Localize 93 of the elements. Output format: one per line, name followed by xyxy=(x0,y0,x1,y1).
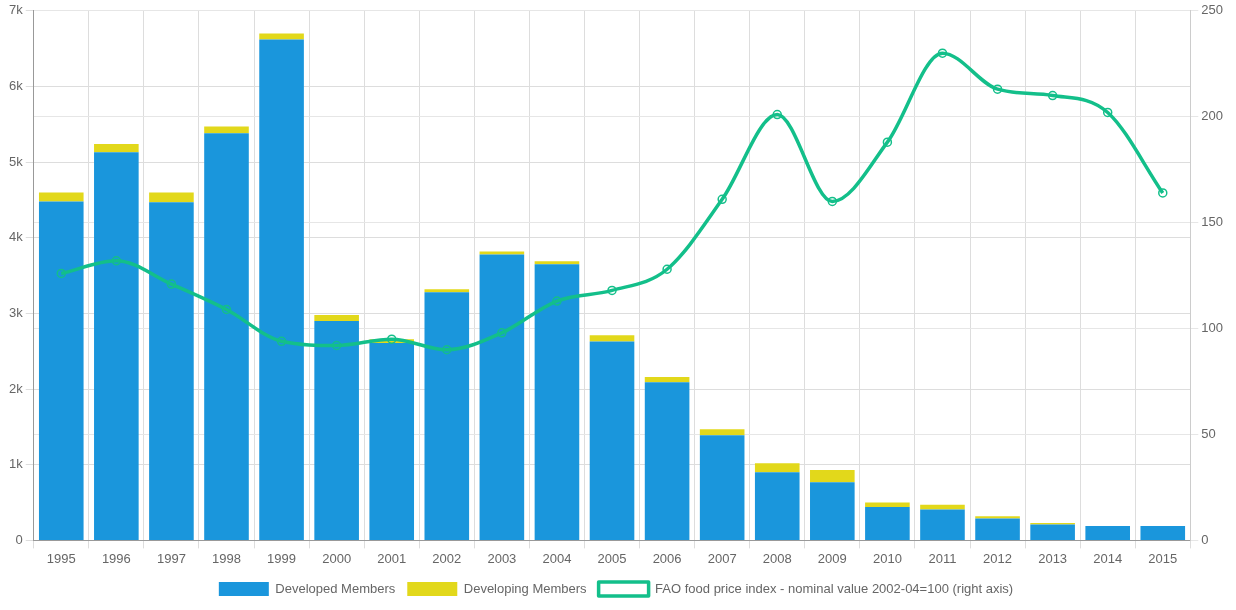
y-tick-label: 1k xyxy=(9,456,24,472)
bar xyxy=(589,335,635,342)
bar xyxy=(259,39,304,540)
y2-tick-label: 250 xyxy=(1201,2,1224,18)
x-tick-label: 2010 xyxy=(872,550,902,566)
x-tick-label: 1998 xyxy=(212,550,241,566)
bar xyxy=(1140,526,1186,540)
x-tick-label: 2001 xyxy=(377,550,407,566)
legend-label: Developed Members xyxy=(275,580,396,596)
bar xyxy=(424,289,470,293)
point xyxy=(772,109,782,120)
point xyxy=(1047,90,1058,101)
bar xyxy=(149,192,194,203)
point xyxy=(386,334,397,344)
y-tick-label: 5k xyxy=(9,153,24,169)
legend-label: FAO food price index - nominal value 2002-04=100 (right axis) xyxy=(655,580,1014,596)
x-tick-label: 1996 xyxy=(101,550,131,566)
bar xyxy=(1085,526,1130,540)
bar xyxy=(534,261,580,265)
x-tick-label: 1999 xyxy=(267,550,297,566)
y2-tick-label: 50 xyxy=(1201,426,1216,442)
point xyxy=(827,196,838,207)
bar xyxy=(369,342,415,540)
bar xyxy=(424,292,470,540)
x-tick-label: 2004 xyxy=(542,550,572,566)
point xyxy=(331,340,342,351)
bar xyxy=(314,320,359,540)
x-tick-label: 2005 xyxy=(597,550,627,566)
bar xyxy=(699,429,745,436)
point xyxy=(882,137,893,147)
bar xyxy=(314,314,359,321)
x-tick-label: 2002 xyxy=(432,550,462,566)
point xyxy=(111,256,122,266)
bar xyxy=(810,470,855,483)
x-tick-label: 2015 xyxy=(1148,550,1178,566)
x-tick-label: 2007 xyxy=(707,550,737,566)
x-tick-label: 1997 xyxy=(156,550,186,566)
bar xyxy=(865,507,910,540)
point xyxy=(937,48,948,58)
point xyxy=(276,336,287,347)
y-tick-label: 3k xyxy=(9,305,24,321)
y2-tick-label: 200 xyxy=(1201,108,1224,124)
bar xyxy=(94,152,139,540)
bar xyxy=(810,482,855,540)
x-tick-label: 2008 xyxy=(762,550,792,566)
bar xyxy=(149,202,194,540)
bar xyxy=(699,435,745,540)
bar xyxy=(204,133,249,540)
bar xyxy=(38,192,84,202)
bar xyxy=(589,341,635,540)
bar xyxy=(644,382,690,540)
point xyxy=(992,84,1003,94)
y-tick-label: 7k xyxy=(9,2,24,18)
bar xyxy=(259,33,304,40)
y2-tick-label: 0 xyxy=(1201,531,1209,547)
point xyxy=(56,268,67,279)
x-tick-label: 2014 xyxy=(1093,550,1123,566)
point xyxy=(497,328,507,338)
x-tick-label: 2009 xyxy=(817,550,847,566)
point xyxy=(442,344,452,355)
bar xyxy=(1030,524,1075,540)
bar xyxy=(534,264,580,540)
y2-tick-label: 150 xyxy=(1201,214,1224,230)
bar xyxy=(644,376,690,383)
point xyxy=(717,194,727,205)
x-tick-label: 2003 xyxy=(487,550,517,566)
x-tick-label: 2000 xyxy=(322,550,352,566)
bar xyxy=(38,201,84,540)
bar xyxy=(920,509,965,540)
bar xyxy=(479,251,525,255)
point xyxy=(1102,107,1113,118)
x-tick-label: 1995 xyxy=(46,550,76,566)
point xyxy=(166,279,177,289)
bar xyxy=(754,472,800,540)
point xyxy=(221,304,232,315)
y-tick-label: 6k xyxy=(9,78,24,94)
point xyxy=(1158,188,1168,198)
x-tick-label: 2006 xyxy=(652,550,682,566)
point xyxy=(552,296,562,306)
x-tick-label: 2011 xyxy=(928,550,957,566)
y2-tick-label: 100 xyxy=(1201,320,1224,336)
legend-label: Developing Members xyxy=(463,580,588,596)
y-tick-label: 0 xyxy=(15,531,23,547)
bar xyxy=(754,463,800,473)
point xyxy=(662,264,672,274)
bar xyxy=(94,143,139,153)
point xyxy=(607,285,617,296)
y-tick-label: 2k xyxy=(9,380,24,396)
y-tick-label: 4k xyxy=(9,229,24,245)
x-tick-label: 2013 xyxy=(1038,550,1068,566)
bar xyxy=(975,518,1020,540)
x-tick-label: 2012 xyxy=(983,550,1013,566)
bar xyxy=(479,254,525,540)
